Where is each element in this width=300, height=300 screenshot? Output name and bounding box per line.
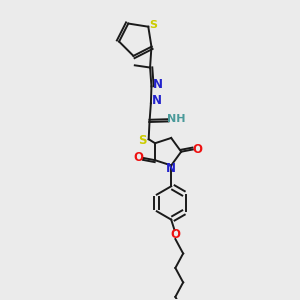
Text: N: N <box>166 162 176 175</box>
Text: N: N <box>152 94 162 107</box>
Text: S: S <box>138 134 147 146</box>
Text: NH: NH <box>167 114 185 124</box>
Text: O: O <box>170 228 180 242</box>
Text: N: N <box>153 78 163 91</box>
Text: O: O <box>134 152 143 164</box>
Text: O: O <box>193 143 203 156</box>
Text: S: S <box>149 20 157 30</box>
